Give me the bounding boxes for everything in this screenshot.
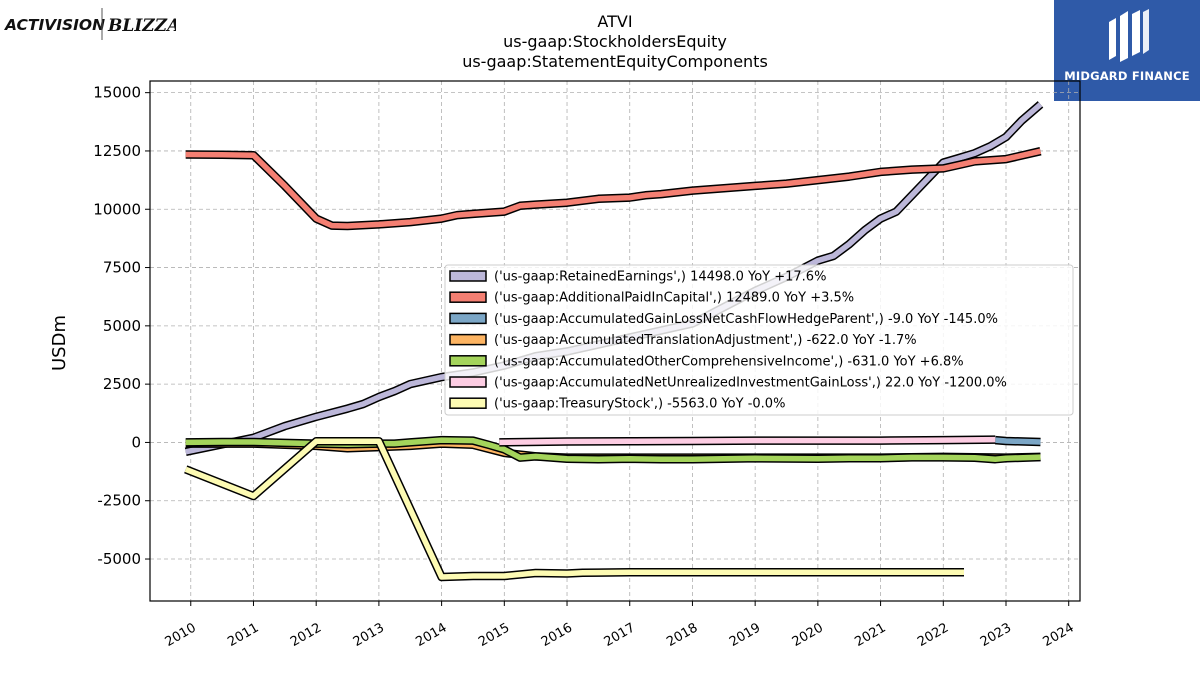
series-line-2: [994, 435, 1041, 447]
x-tick-label: 2017: [602, 620, 638, 650]
legend-box: [444, 264, 1074, 416]
legend-item: ('us-gaap:AccumulatedTranslationAdjustme…: [449, 333, 917, 348]
y-tick-label: 10000: [93, 200, 141, 218]
legend-item: ('us-gaap:RetainedEarnings',) 14498.0 Yo…: [449, 270, 826, 285]
logo-blizzard-text: BLIZZARD: [107, 16, 176, 36]
legend-item: ('us-gaap:AccumulatedNetUnrealizedInvest…: [449, 376, 1007, 391]
series-line-1: [185, 147, 1042, 231]
x-tick-label: 2010: [163, 620, 199, 650]
logo-activision-text: ACTIVISION: [4, 16, 105, 34]
y-tick-label: 0: [131, 433, 141, 451]
x-tick-label: 2013: [351, 620, 387, 650]
y-tick-label: -2500: [97, 492, 141, 510]
chart-title-line: ATVI: [597, 12, 632, 31]
x-tick-label: 2016: [539, 620, 575, 650]
legend-swatch: [449, 291, 487, 303]
x-tick-label: 2019: [727, 620, 763, 650]
y-tick-label: 7500: [103, 259, 141, 277]
y-tick-label: 15000: [93, 84, 141, 102]
y-tick-label: 12500: [93, 142, 141, 160]
x-tick-label: 2020: [790, 620, 826, 650]
legend-item: ('us-gaap:AdditionalPaidInCapital',) 124…: [449, 291, 854, 306]
midgard-brand-text: MIDGARD FINANCE: [1064, 69, 1190, 83]
legend-swatch: [449, 270, 487, 282]
legend-swatch: [449, 397, 487, 409]
plot-area-frame: [149, 80, 1081, 602]
legend-label: ('us-gaap:AdditionalPaidInCapital',) 124…: [494, 291, 854, 306]
legend-label: ('us-gaap:AccumulatedGainLossNetCashFlow…: [494, 312, 998, 327]
x-tick-label: 2018: [664, 620, 700, 650]
legend-label: ('us-gaap:AccumulatedTranslationAdjustme…: [494, 333, 917, 348]
x-tick-label: 2012: [288, 620, 324, 650]
x-tick-label: 2023: [978, 620, 1014, 650]
legend-item: ('us-gaap:AccumulatedGainLossNetCashFlow…: [449, 312, 998, 327]
midgard-emblem-icon: [1109, 9, 1149, 62]
chart-legend: ('us-gaap:RetainedEarnings',) 14498.0 Yo…: [444, 264, 1074, 416]
legend-label: ('us-gaap:TreasuryStock',) -5563.0 YoY -…: [494, 397, 785, 412]
legend-item: ('us-gaap:AccumulatedOtherComprehensiveI…: [449, 354, 964, 369]
legend-item: ('us-gaap:TreasuryStock',) -5563.0 YoY -…: [449, 397, 785, 412]
legend-label: ('us-gaap:AccumulatedNetUnrealizedInvest…: [494, 376, 1007, 391]
chart-title-line: us-gaap:StockholdersEquity: [503, 32, 727, 51]
x-tick-label: 2022: [915, 620, 951, 650]
legend-label: ('us-gaap:AccumulatedOtherComprehensiveI…: [494, 354, 964, 369]
y-tick-label: 5000: [103, 317, 141, 335]
x-tick-label: 2015: [476, 620, 512, 650]
chart-title-line: us-gaap:StatementEquityComponents: [462, 52, 768, 71]
legend-swatch: [449, 333, 487, 346]
midgard-finance-logo: MIDGARD FINANCE: [1054, 0, 1200, 101]
legend-swatch: [449, 312, 487, 325]
y-tick-label: -5000: [97, 550, 141, 568]
chart-title: ATVIus-gaap:StockholdersEquityus-gaap:St…: [462, 12, 768, 71]
x-tick-label: 2024: [1041, 620, 1077, 650]
x-tick-label: 2011: [225, 620, 261, 650]
series-line-6: [184, 437, 964, 582]
y-axis: -5000 -2500 0 2500 5000 7500 10000 12500 15000: [93, 84, 150, 568]
x-tick-label: 2021: [852, 620, 888, 650]
legend-swatch: [449, 376, 487, 388]
y-axis-label: USDm: [49, 315, 70, 371]
series-line-5: [499, 435, 996, 447]
y-tick-label: 2500: [103, 375, 141, 393]
activision-blizzard-logo: ACTIVISION BLIZZARD: [4, 8, 176, 40]
x-axis: 2010 2011 2012 2013 2014 2015 2016 2017 2018 2019…: [163, 601, 1077, 650]
legend-label: ('us-gaap:RetainedEarnings',) 14498.0 Yo…: [494, 270, 826, 285]
legend-swatch: [449, 355, 487, 367]
x-tick-label: 2014: [413, 620, 449, 650]
